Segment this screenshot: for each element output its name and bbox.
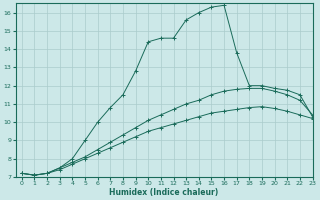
X-axis label: Humidex (Indice chaleur): Humidex (Indice chaleur) [109, 188, 219, 197]
